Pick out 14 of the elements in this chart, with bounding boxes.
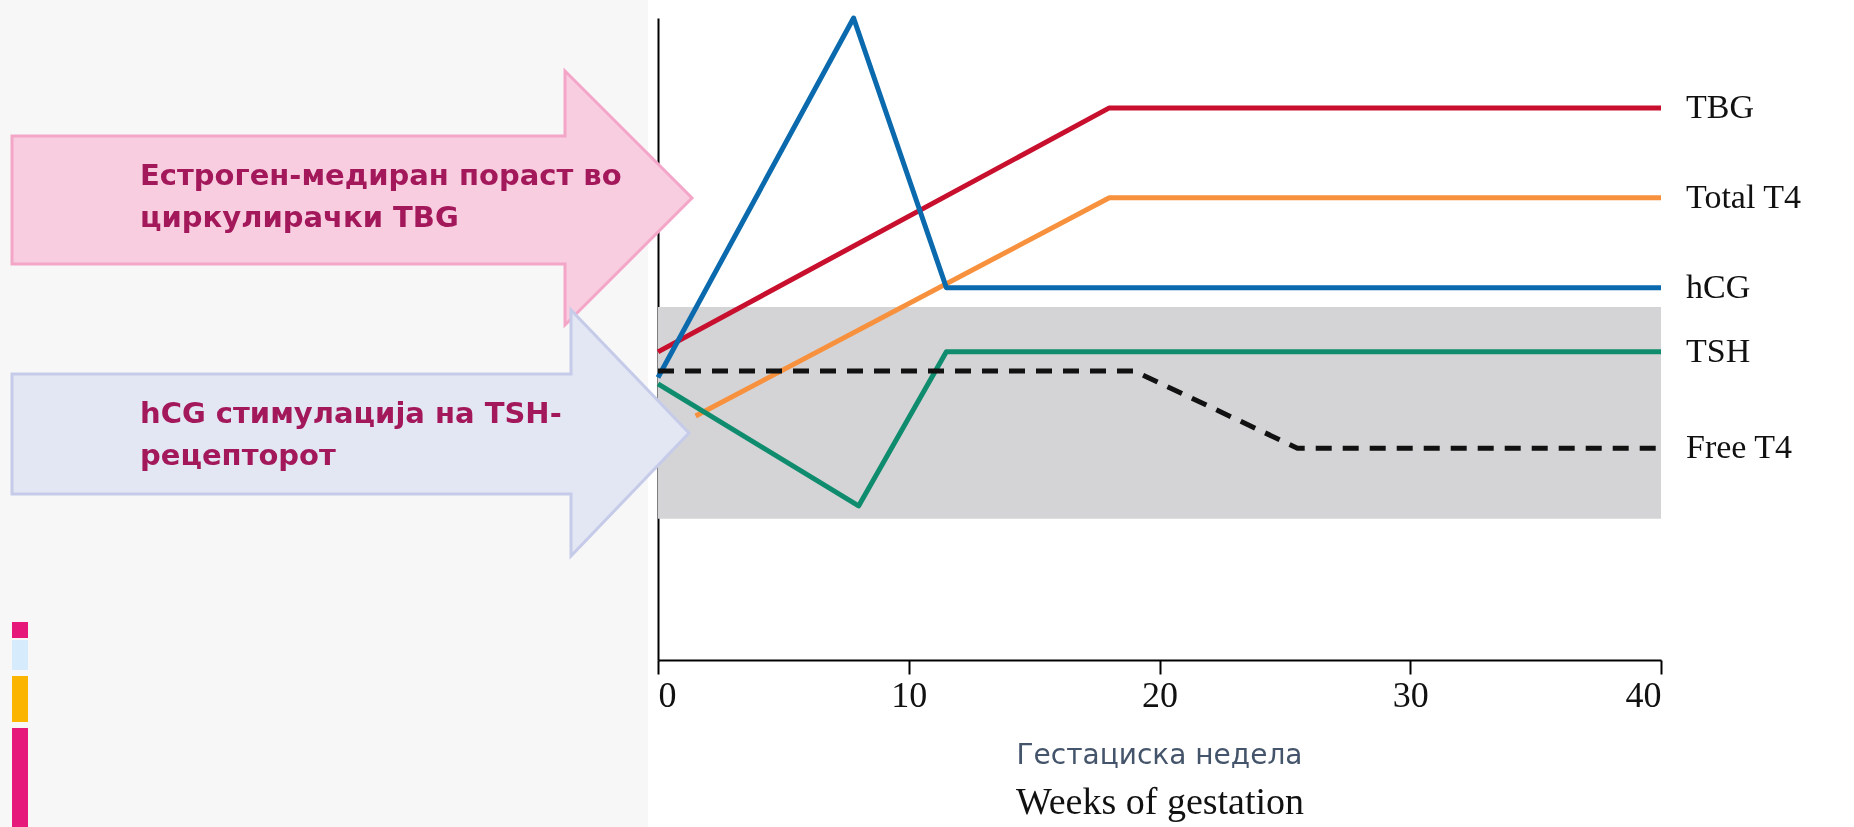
x-tick-label: 40 (1625, 674, 1662, 715)
x-tick-label: 30 (1392, 674, 1429, 715)
x-axis-title: Weeks of gestation (1015, 779, 1305, 822)
series-label: Free T4 (1686, 428, 1793, 466)
text: Естроген-медиран пораст во циркулирачки TBG (140, 157, 623, 236)
text: hCG стимулација на TSH-рецепторот (140, 395, 563, 474)
series-label: hCG (1686, 267, 1751, 305)
x-tick-label: 0 (658, 674, 677, 715)
series-label: TBG (1686, 87, 1754, 125)
series-label: Total T4 (1686, 177, 1802, 215)
text: Гестациска недела (1015, 738, 1304, 771)
x-tick-label: 10 (891, 674, 928, 715)
x-tick-label: 20 (1142, 674, 1178, 715)
series-label: TSH (1686, 331, 1751, 369)
